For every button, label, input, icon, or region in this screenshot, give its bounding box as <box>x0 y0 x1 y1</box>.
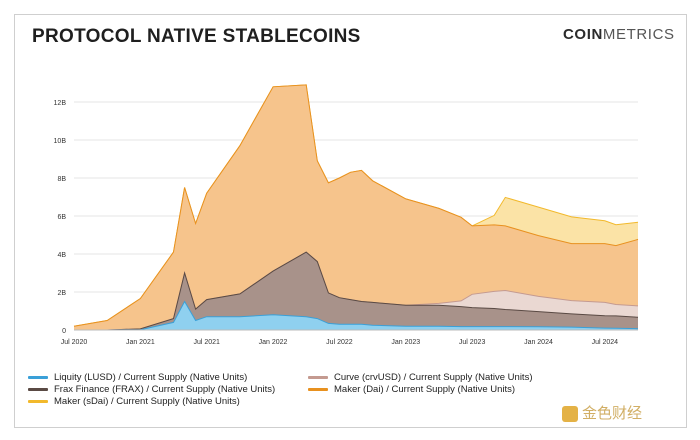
brand-logo: COINMETRICS <box>563 26 675 43</box>
y-tick-label: 4B <box>57 252 66 259</box>
legend-item: Maker (sDai) / Current Supply (Native Un… <box>28 396 240 408</box>
legend-label: Maker (sDai) / Current Supply (Native Un… <box>54 396 240 407</box>
watermark-text: 金色财经 <box>582 404 643 422</box>
legend-label: Curve (crvUSD) / Current Supply (Native … <box>334 372 533 383</box>
brand-logo-light: METRICS <box>602 26 675 43</box>
x-tick-label: Jul 2023 <box>459 339 486 346</box>
y-tick-label: 10B <box>54 138 67 145</box>
x-tick-label: Jan 2022 <box>259 339 288 346</box>
y-tick-label: 0 <box>62 328 66 335</box>
x-tick-label: Jul 2020 <box>61 339 88 346</box>
y-tick-label: 6B <box>57 214 66 221</box>
series-line <box>74 300 639 331</box>
y-tick-label: 12B <box>54 100 67 107</box>
legend-label: Liquity (LUSD) / Current Supply (Native … <box>54 372 248 383</box>
legend-swatch <box>28 399 48 403</box>
series-area <box>74 84 638 327</box>
x-tick-label: Jul 2022 <box>326 339 353 346</box>
legend-swatch <box>308 375 328 379</box>
legend-label: Maker (Dai) / Current Supply (Native Uni… <box>334 384 516 395</box>
x-tick-label: Jan 2023 <box>391 339 420 346</box>
x-tick-label: Jul 2021 <box>193 339 220 346</box>
legend-item: Frax Finance (FRAX) / Current Supply (Na… <box>28 384 275 396</box>
watermark-icon <box>562 405 578 422</box>
y-tick-label: 8B <box>57 176 66 183</box>
legend-swatch <box>28 387 48 391</box>
legend-label: Frax Finance (FRAX) / Current Supply (Na… <box>54 384 276 395</box>
x-tick-label: Jan 2024 <box>524 339 553 346</box>
legend-swatch <box>308 387 328 391</box>
series-line <box>74 251 639 331</box>
series-area <box>74 84 638 331</box>
legend-item: Maker (Dai) / Current Supply (Native Uni… <box>308 384 515 396</box>
x-tick-label: Jul 2024 <box>592 339 619 346</box>
brand-logo-bold: COIN <box>563 26 603 43</box>
x-tick-label: Jan 2021 <box>126 339 155 346</box>
legend-swatch <box>28 375 48 379</box>
y-tick-label: 2B <box>57 290 66 297</box>
legend-item: Liquity (LUSD) / Current Supply (Native … <box>28 372 247 384</box>
watermark: 金色财经 <box>562 402 642 423</box>
chart-title: PROTOCOL NATIVE STABLECOINS <box>32 26 361 47</box>
series-line <box>73 84 639 327</box>
series-area <box>74 252 638 330</box>
legend-item: Curve (crvUSD) / Current Supply (Native … <box>308 372 533 384</box>
series-area <box>74 301 638 330</box>
